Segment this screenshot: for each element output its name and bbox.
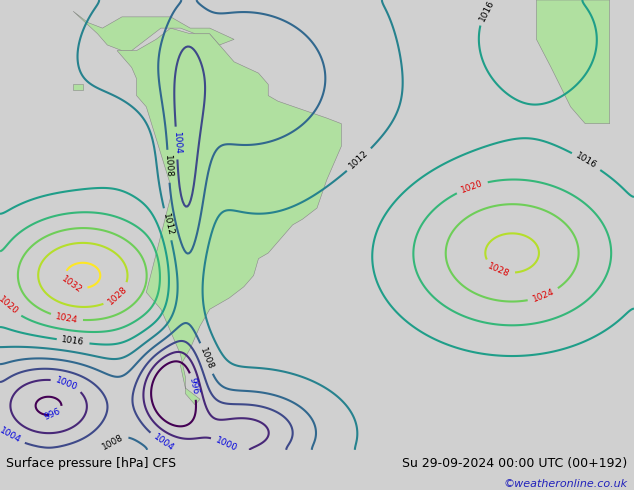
Text: 1012: 1012 [347,149,370,171]
Polygon shape [73,84,83,90]
Text: 1000: 1000 [214,436,238,453]
Text: 1004: 1004 [171,131,182,155]
Text: 1004: 1004 [152,432,176,453]
Text: 1012: 1012 [160,212,174,237]
Polygon shape [117,28,341,405]
Text: 1004: 1004 [0,426,22,445]
Text: 1032: 1032 [60,274,84,295]
Text: Su 29-09-2024 00:00 UTC (00+192): Su 29-09-2024 00:00 UTC (00+192) [403,457,628,469]
Text: 1024: 1024 [55,312,79,325]
Text: 1020: 1020 [460,179,484,195]
Polygon shape [73,11,234,50]
Text: 1028: 1028 [106,285,129,307]
Text: 1008: 1008 [101,432,125,451]
Text: 1024: 1024 [531,288,555,304]
Text: 1008: 1008 [163,154,174,178]
Text: Surface pressure [hPa] CFS: Surface pressure [hPa] CFS [6,457,176,469]
Text: 1000: 1000 [55,375,79,392]
Text: 1020: 1020 [0,294,20,317]
Text: 1028: 1028 [487,261,511,279]
Text: 1016: 1016 [61,336,85,347]
Text: 1016: 1016 [574,151,598,171]
Text: 1008: 1008 [198,346,215,371]
Text: 996: 996 [188,377,200,396]
Text: 1016: 1016 [477,0,496,23]
Polygon shape [536,0,610,123]
Text: ©weatheronline.co.uk: ©weatheronline.co.uk [503,479,628,489]
Text: 996: 996 [42,407,62,422]
